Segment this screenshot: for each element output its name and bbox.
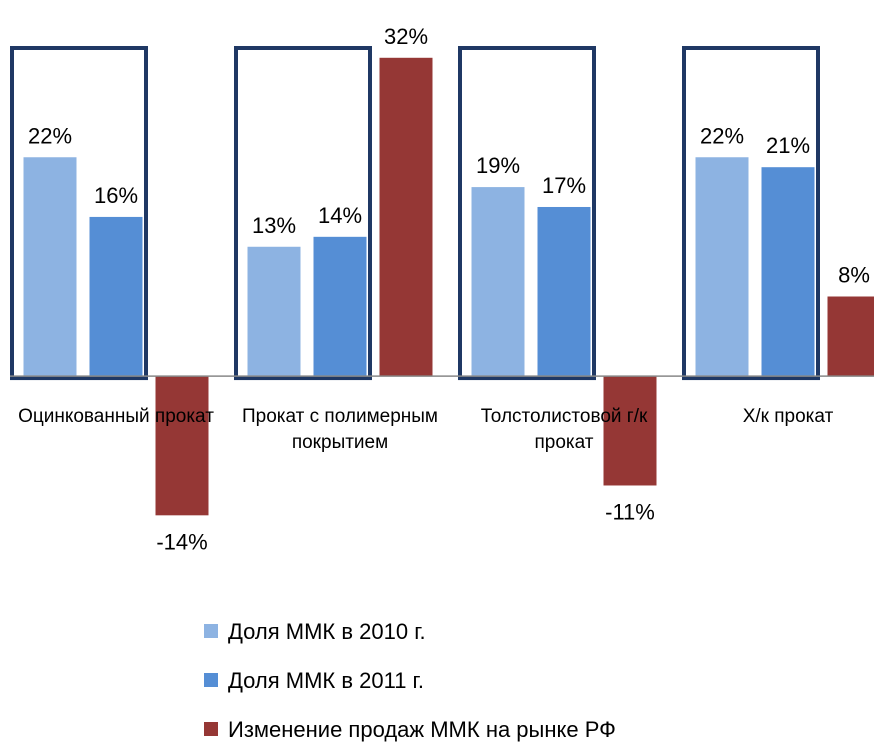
data-label: 13% — [252, 213, 296, 238]
bar — [23, 157, 77, 377]
bar — [537, 206, 591, 377]
x-tick-label: Прокат с полимерным покрытием — [242, 406, 438, 454]
bar — [89, 216, 143, 377]
x-tick-label: Х/к прокат — [742, 406, 834, 428]
highlight-frame — [682, 46, 820, 381]
bar — [247, 246, 301, 377]
data-label: 8% — [838, 263, 870, 288]
data-label: -14% — [156, 529, 207, 554]
highlight-frame — [10, 46, 148, 381]
data-label: 14% — [318, 203, 362, 228]
bar — [827, 296, 874, 377]
data-label: 21% — [766, 133, 810, 158]
bar — [379, 57, 433, 377]
data-label: 17% — [542, 173, 586, 198]
legend-swatch — [204, 624, 218, 638]
highlight-frame — [234, 46, 372, 381]
legend-label: Изменение продаж ММК на рынке РФ — [228, 717, 616, 742]
bar — [695, 157, 749, 377]
data-label: -11% — [605, 499, 655, 524]
data-label: 32% — [384, 24, 428, 49]
legend-label: Доля ММК в 2010 г. — [228, 619, 426, 644]
x-tick-label: Оцинкованный прокат — [18, 406, 214, 428]
legend-swatch — [204, 722, 218, 736]
legend-label: Доля ММК в 2011 г. — [228, 668, 424, 693]
bar — [471, 187, 525, 377]
data-label: 16% — [94, 183, 138, 208]
data-label: 22% — [28, 123, 72, 148]
bar — [761, 167, 815, 377]
bar — [313, 236, 367, 377]
bar — [155, 376, 209, 516]
highlight-frame — [458, 46, 596, 381]
data-label: 22% — [700, 123, 744, 148]
legend-swatch — [204, 673, 218, 687]
data-label: 19% — [476, 153, 520, 178]
x-tick-label: Толстолистовой г/к прокат — [480, 406, 648, 454]
bar — [603, 376, 657, 486]
